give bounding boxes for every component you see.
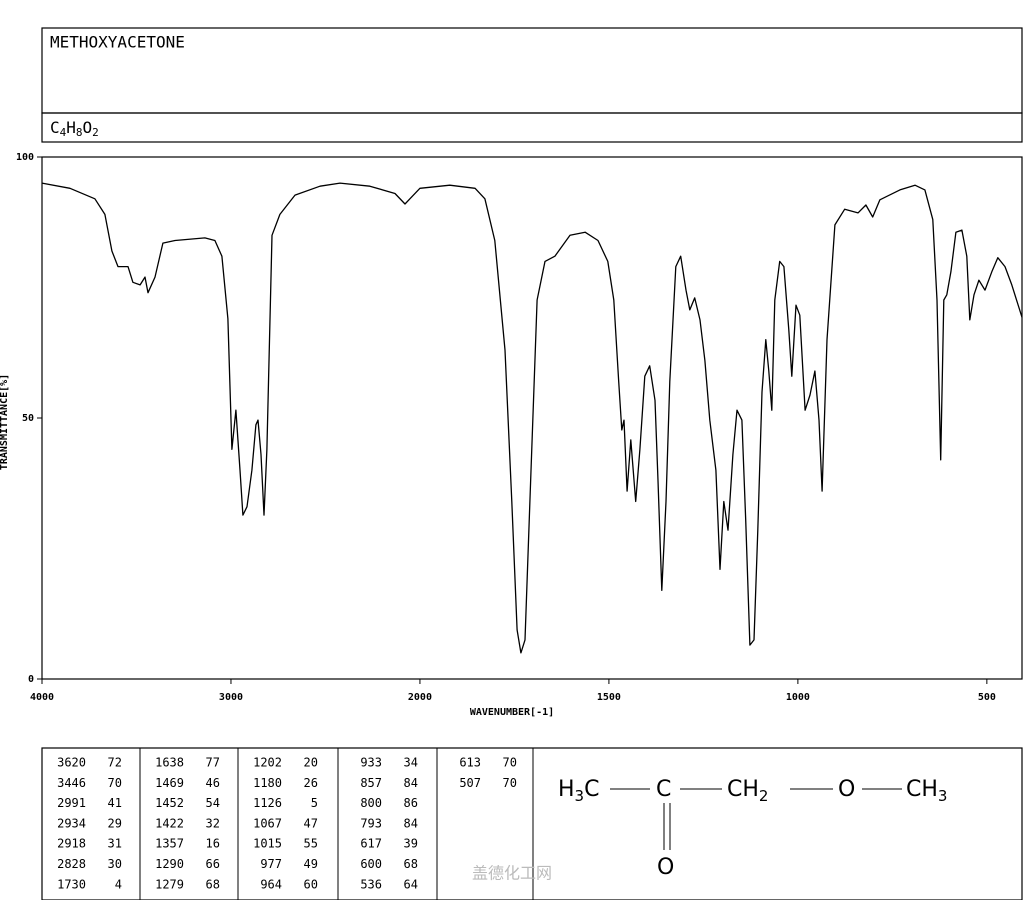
peak-wavenumber: 800 bbox=[360, 796, 382, 810]
peak-wavenumber: 617 bbox=[360, 837, 382, 851]
watermark: 盖德化工网 bbox=[472, 864, 552, 883]
y-tick-label: 100 bbox=[16, 152, 34, 163]
peak-transmittance: 20 bbox=[304, 756, 318, 770]
peak-transmittance: 39 bbox=[404, 837, 418, 851]
formula-element: C bbox=[50, 118, 60, 137]
structure-text: C bbox=[656, 777, 671, 802]
peak-transmittance: 47 bbox=[304, 816, 318, 830]
title-box bbox=[41, 27, 1023, 114]
peak-wavenumber: 536 bbox=[360, 877, 382, 891]
peak-wavenumber: 793 bbox=[360, 816, 382, 830]
peak-transmittance: 29 bbox=[108, 816, 122, 830]
x-tick-label: 1000 bbox=[786, 692, 810, 703]
peak-wavenumber: 964 bbox=[260, 877, 282, 891]
formula-subscript: 2 bbox=[92, 126, 99, 139]
peak-transmittance: 30 bbox=[108, 857, 122, 871]
x-tick-label: 1500 bbox=[597, 692, 621, 703]
structure-text: CH3 bbox=[906, 777, 947, 805]
peak-transmittance: 26 bbox=[304, 776, 318, 790]
peak-wavenumber: 1279 bbox=[155, 877, 184, 891]
peak-transmittance: 60 bbox=[304, 877, 318, 891]
peak-transmittance: 77 bbox=[206, 756, 220, 770]
peak-transmittance: 31 bbox=[108, 837, 122, 851]
peak-transmittance: 54 bbox=[206, 796, 220, 810]
peak-wavenumber: 933 bbox=[360, 756, 382, 770]
peak-wavenumber: 1469 bbox=[155, 776, 184, 790]
formula-subscript: 8 bbox=[76, 126, 83, 139]
peak-transmittance: 49 bbox=[304, 857, 318, 871]
peak-wavenumber: 1638 bbox=[155, 756, 184, 770]
structure: H3C C CH2 O CH3 O bbox=[558, 777, 947, 880]
peak-wavenumber: 3446 bbox=[57, 776, 86, 790]
peak-wavenumber: 2918 bbox=[57, 837, 86, 851]
formula-box bbox=[41, 112, 1023, 143]
peak-transmittance: 70 bbox=[503, 756, 517, 770]
peak-transmittance: 32 bbox=[206, 816, 220, 830]
peak-transmittance: 4 bbox=[115, 877, 122, 891]
peak-transmittance: 5 bbox=[311, 796, 318, 810]
formula-element: O bbox=[83, 118, 93, 137]
formula-subscript: 4 bbox=[60, 126, 67, 139]
peak-transmittance: 70 bbox=[503, 776, 517, 790]
structure-text: O bbox=[838, 777, 855, 802]
x-tick-label: 4000 bbox=[30, 692, 54, 703]
peak-wavenumber: 1452 bbox=[155, 796, 184, 810]
y-axis-label: TRANSMITTANCE[%] bbox=[0, 374, 10, 470]
x-tick-label: 500 bbox=[978, 692, 996, 703]
peak-wavenumber: 1126 bbox=[253, 796, 282, 810]
chart-title: METHOXYACETONE bbox=[50, 33, 185, 52]
peak-wavenumber: 1180 bbox=[253, 776, 282, 790]
peak-wavenumber: 1730 bbox=[57, 877, 86, 891]
peak-transmittance: 68 bbox=[206, 877, 220, 891]
peak-transmittance: 41 bbox=[108, 796, 122, 810]
structure-text: CH2 bbox=[727, 777, 768, 805]
peak-wavenumber: 857 bbox=[360, 776, 382, 790]
peak-transmittance: 72 bbox=[108, 756, 122, 770]
plot-frame bbox=[41, 156, 1023, 680]
x-axis-label: WAVENUMBER[-1] bbox=[470, 707, 554, 718]
formula: C4H8O2 bbox=[50, 118, 99, 140]
peak-wavenumber: 1202 bbox=[253, 756, 282, 770]
peak-wavenumber: 977 bbox=[260, 857, 282, 871]
structure-text: H3C bbox=[558, 777, 599, 805]
peak-wavenumber: 600 bbox=[360, 857, 382, 871]
peak-wavenumber: 3620 bbox=[57, 756, 86, 770]
structure-text: O bbox=[657, 855, 674, 880]
peak-wavenumber: 507 bbox=[459, 776, 481, 790]
peak-transmittance: 84 bbox=[404, 816, 418, 830]
peak-wavenumber: 1015 bbox=[253, 837, 282, 851]
formula-element: H bbox=[66, 118, 76, 137]
peak-transmittance: 64 bbox=[404, 877, 418, 891]
peak-wavenumber: 2991 bbox=[57, 796, 86, 810]
peak-transmittance: 46 bbox=[206, 776, 220, 790]
peak-wavenumber: 1290 bbox=[155, 857, 184, 871]
peak-wavenumber: 613 bbox=[459, 756, 481, 770]
peak-transmittance: 66 bbox=[206, 857, 220, 871]
peak-wavenumber: 2934 bbox=[57, 816, 86, 830]
peak-transmittance: 16 bbox=[206, 837, 220, 851]
y-tick-label: 50 bbox=[22, 413, 34, 424]
spectrum-line bbox=[41, 182, 1023, 654]
peak-transmittance: 70 bbox=[108, 776, 122, 790]
peak-table-box bbox=[41, 747, 1023, 900]
x-tick-label: 2000 bbox=[408, 692, 432, 703]
y-tick-label: 0 bbox=[28, 674, 34, 685]
peak-wavenumber: 1422 bbox=[155, 816, 184, 830]
peak-transmittance: 68 bbox=[404, 857, 418, 871]
peak-transmittance: 86 bbox=[404, 796, 418, 810]
peak-wavenumber: 1357 bbox=[155, 837, 184, 851]
peak-wavenumber: 1067 bbox=[253, 816, 282, 830]
peak-transmittance: 34 bbox=[404, 756, 418, 770]
peak-wavenumber: 2828 bbox=[57, 857, 86, 871]
x-tick-label: 3000 bbox=[219, 692, 243, 703]
peak-transmittance: 84 bbox=[404, 776, 418, 790]
peak-transmittance: 55 bbox=[304, 837, 318, 851]
